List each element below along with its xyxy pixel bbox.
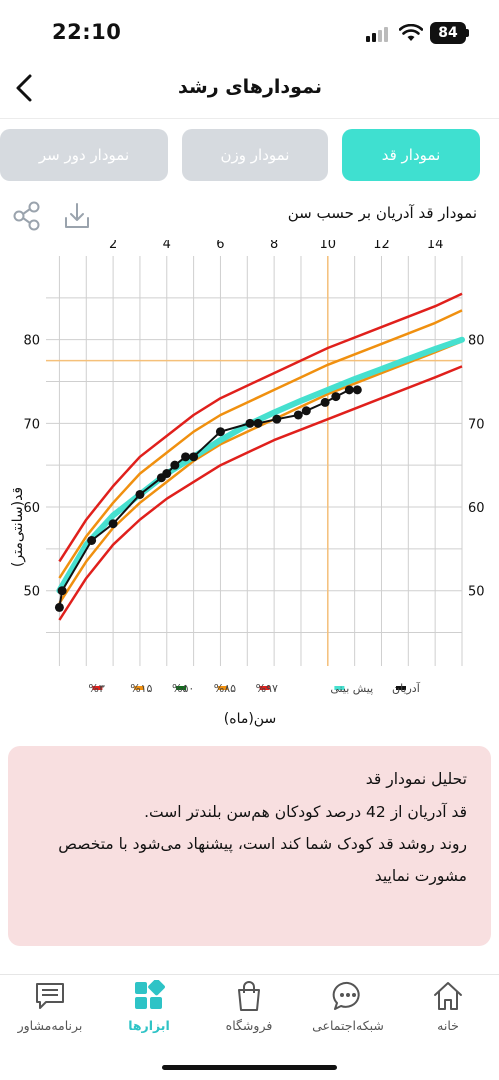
y-tick-label-right: 70 bbox=[468, 417, 485, 432]
legend-label: %۳ bbox=[88, 682, 104, 695]
home-icon bbox=[434, 982, 462, 1010]
legend-label: %۱۵ bbox=[130, 682, 152, 695]
nav-home[interactable]: خانه bbox=[403, 980, 493, 1040]
y-tick-label-left: 60 bbox=[23, 501, 40, 516]
analysis-line-2: روند روشد قد کودک شما کند است، پیشنهاد م… bbox=[58, 835, 467, 853]
child-height-point bbox=[331, 392, 341, 402]
child-height-point bbox=[245, 418, 255, 428]
tab-head-circumference-chart[interactable]: نمودار دور سر bbox=[0, 129, 168, 181]
x-tick-label: 6 bbox=[216, 240, 224, 252]
back-arrow-icon[interactable] bbox=[8, 70, 38, 106]
x-tick-label: 4 bbox=[163, 240, 171, 252]
percentile-curve bbox=[58, 365, 463, 621]
legend-label: %۹۷ bbox=[256, 682, 278, 695]
legend-swatch bbox=[217, 686, 228, 690]
battery-indicator: 84 bbox=[430, 22, 466, 44]
child-height-point bbox=[320, 397, 330, 407]
child-height-point bbox=[108, 519, 118, 529]
x-axis-label: سن(ماه) bbox=[224, 711, 276, 727]
tab-weight-chart[interactable]: نمودار وزن bbox=[182, 129, 328, 181]
nav-tools[interactable]: ابزارها bbox=[104, 980, 194, 1040]
y-tick-label-right: 60 bbox=[468, 501, 485, 516]
share-icon[interactable] bbox=[12, 200, 42, 232]
child-height-point bbox=[344, 385, 354, 395]
x-tick-label: 12 bbox=[373, 240, 390, 252]
shopping-bag-icon bbox=[238, 981, 260, 1011]
y-axis-label: قد(سانتی‌متر) bbox=[10, 487, 26, 567]
child-height-point bbox=[181, 452, 191, 462]
y-tick-label-left: 70 bbox=[23, 417, 40, 432]
y-tick-label-right: 80 bbox=[468, 334, 485, 349]
legend-label: آدریان bbox=[392, 681, 421, 695]
legend-swatch bbox=[134, 686, 145, 690]
child-height-point bbox=[293, 410, 303, 420]
tab-height-chart[interactable]: نمودار قد bbox=[342, 129, 480, 181]
child-height-point bbox=[253, 418, 263, 428]
nav-label-consultant: برنامه‌مشاور bbox=[17, 1018, 83, 1033]
prediction-curve bbox=[56, 336, 465, 594]
child-height-point bbox=[57, 586, 67, 596]
analysis-line-3: مشورت نمایید bbox=[374, 867, 467, 885]
child-height-point bbox=[352, 385, 362, 395]
legend-label: %۸۵ bbox=[214, 682, 236, 695]
x-tick-label: 2 bbox=[109, 240, 117, 252]
nav-label-shop: فروشگاه bbox=[225, 1018, 273, 1033]
social-chat-icon bbox=[332, 981, 360, 1010]
nav-consultant-program[interactable]: برنامه‌مشاور bbox=[5, 980, 95, 1040]
nav-label-tools: ابزارها bbox=[128, 1018, 170, 1033]
tools-grid-icon bbox=[135, 980, 165, 1009]
child-height-point bbox=[54, 602, 64, 612]
legend-swatch bbox=[396, 686, 406, 690]
status-time: 22:10 bbox=[52, 20, 122, 44]
height-growth-chart: قد(سانتی‌متر) سن(ماه) 2 4 6 8 10 12 14 50 50 60 60… bbox=[10, 240, 485, 727]
home-indicator bbox=[162, 1065, 337, 1070]
child-height-point bbox=[135, 489, 145, 499]
page-title: نمودارهای رشد bbox=[178, 76, 322, 98]
analysis-card bbox=[8, 746, 491, 946]
legend-label: پیش بینی bbox=[330, 682, 373, 695]
header-divider bbox=[0, 118, 499, 119]
x-tick-label: 10 bbox=[320, 240, 337, 252]
child-height-point bbox=[189, 452, 199, 462]
x-tick-label: 8 bbox=[270, 240, 278, 252]
y-tick-label-left: 80 bbox=[23, 334, 40, 349]
analysis-title: تحلیل نمودار قد bbox=[365, 770, 467, 788]
legend-swatch bbox=[92, 686, 103, 690]
wifi-icon bbox=[399, 24, 423, 41]
nav-label-home: خانه bbox=[437, 1018, 459, 1033]
child-height-point bbox=[272, 414, 282, 424]
download-icon[interactable] bbox=[62, 200, 92, 232]
nav-shop[interactable]: فروشگاه bbox=[204, 980, 294, 1040]
nav-social-network[interactable]: شبکه‌اجتماعی bbox=[303, 980, 393, 1040]
legend-label: %۵۰ bbox=[172, 682, 194, 695]
percentile-curve bbox=[58, 292, 463, 563]
y-tick-label-right: 50 bbox=[468, 585, 485, 600]
percentile-curve bbox=[58, 309, 463, 579]
percentile-curve bbox=[58, 340, 463, 604]
child-height-point bbox=[87, 535, 97, 545]
chat-bubble-icon bbox=[36, 983, 64, 1009]
nav-label-social: شبکه‌اجتماعی bbox=[312, 1018, 384, 1033]
y-tick-label-left: 50 bbox=[23, 585, 40, 600]
legend-swatch bbox=[176, 686, 186, 690]
child-height-point bbox=[215, 427, 225, 437]
legend-swatch bbox=[334, 686, 345, 690]
child-height-point bbox=[162, 469, 172, 479]
chart-title: نمودار قد آدریان بر حسب سن bbox=[287, 204, 477, 222]
cellular-signal-icon bbox=[366, 27, 388, 42]
x-tick-label: 14 bbox=[427, 240, 444, 252]
child-height-point bbox=[170, 460, 180, 470]
battery-cap bbox=[466, 29, 469, 37]
child-height-point bbox=[301, 406, 311, 416]
legend-swatch bbox=[259, 686, 270, 690]
bottom-nav-divider bbox=[0, 974, 499, 975]
analysis-line-1: قد آدریان از 42 درصد کودکان هم‌سن بلندتر… bbox=[144, 803, 467, 821]
